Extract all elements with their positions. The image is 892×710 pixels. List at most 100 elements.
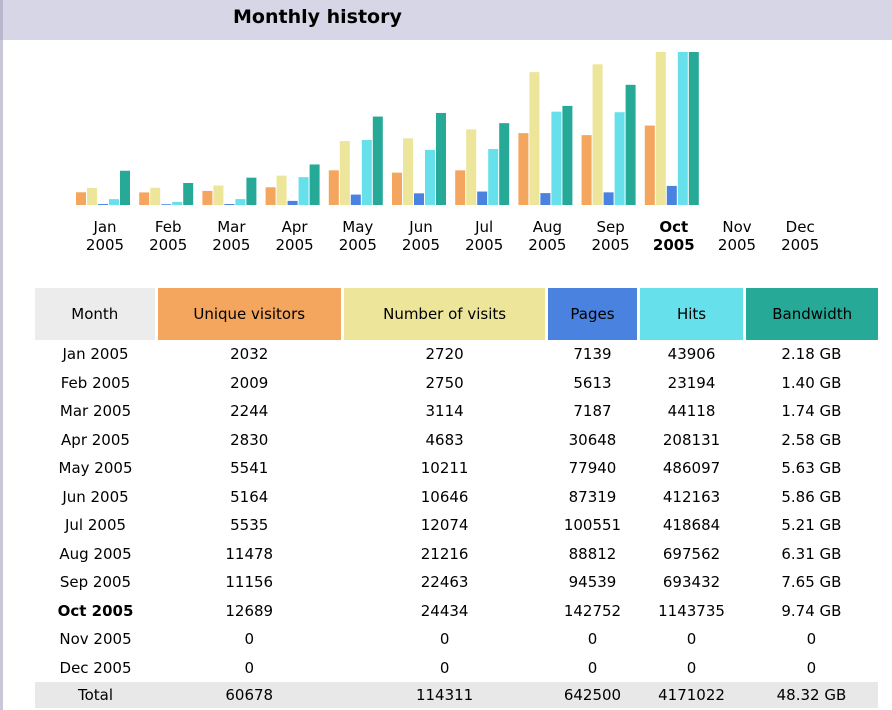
bar <box>455 170 466 205</box>
x-tick-label: Jan 2005 <box>85 218 125 254</box>
bar <box>414 193 424 205</box>
x-tick-label: Nov 2005 <box>717 218 757 254</box>
column-header: Hits <box>636 288 745 340</box>
value-cell: 1.74 GB <box>781 402 842 421</box>
month-cell: May 2005 <box>58 459 133 478</box>
value-cell: 5.21 GB <box>781 516 842 535</box>
value-cell: 0 <box>244 630 254 649</box>
bar <box>235 199 246 205</box>
bar <box>392 172 402 205</box>
value-cell: 10211 <box>420 459 469 478</box>
month-cell: Dec 2005 <box>59 658 132 677</box>
value-cell: 5.63 GB <box>781 459 842 478</box>
value-cell: 4683 <box>425 430 464 449</box>
value-cell: 44118 <box>667 402 716 421</box>
bar <box>403 138 413 205</box>
value-cell: 11478 <box>225 544 274 563</box>
bar <box>109 199 119 205</box>
bar <box>644 125 655 205</box>
value-cell: 94539 <box>568 573 617 592</box>
value-cell: 142752 <box>563 601 622 620</box>
bar <box>581 135 592 205</box>
x-tick-label: Apr 2005 <box>275 218 314 254</box>
value-cell: 0 <box>587 630 598 649</box>
x-tick-label: Mar 2005 <box>212 218 251 254</box>
bar <box>98 204 108 205</box>
value-cell: 0 <box>439 630 450 649</box>
month-cell: Aug 2005 <box>59 544 132 563</box>
value-cell: 3114 <box>425 402 464 421</box>
value-cell: 24434 <box>420 601 469 620</box>
month-cell: Jul 2005 <box>64 516 127 535</box>
value-cell: 0 <box>806 630 817 649</box>
month-cell: Mar 2005 <box>59 402 132 421</box>
bar <box>592 64 603 205</box>
bar <box>614 112 625 205</box>
month-cell: Oct 2005 <box>57 601 134 620</box>
bar <box>466 129 477 205</box>
total-cell: 642500 <box>546 682 639 708</box>
value-cell: 6.31 GB <box>781 544 842 563</box>
bar <box>666 185 677 205</box>
value-cell: 11156 <box>225 573 274 592</box>
value-cell: 7139 <box>573 345 612 364</box>
value-cell: 7.65 GB <box>781 573 842 592</box>
value-cell: 43906 <box>667 345 716 364</box>
bar <box>339 141 350 205</box>
border <box>0 40 3 710</box>
bar <box>213 185 224 205</box>
bar <box>265 187 276 205</box>
bar <box>603 192 614 205</box>
value-cell: 100551 <box>563 516 622 535</box>
bar <box>298 177 309 205</box>
value-cell: 0 <box>686 630 697 649</box>
column-header: Unique visitors <box>154 288 343 340</box>
value-cell: 5541 <box>230 459 269 478</box>
total-label: Total <box>35 682 157 708</box>
row: Apr 2005 2830 4683 30648 208131 2.58 GB <box>35 426 878 455</box>
column-header: Number of visits <box>340 288 547 340</box>
bar <box>309 164 320 205</box>
bar <box>161 204 172 205</box>
value-cell: 5535 <box>230 516 269 535</box>
value-cell: 88812 <box>568 544 617 563</box>
total-cell: 4171022 <box>638 682 745 708</box>
row: May 2005 5541 10211 77940 486097 5.63 GB <box>35 454 878 483</box>
column-header: Bandwidth <box>743 288 878 340</box>
x-tick-label: Jun 2005 <box>401 218 441 254</box>
x-tick-label: Aug 2005 <box>528 218 567 254</box>
row: Sep 2005 11156 22463 94539 693432 7.65 GB <box>35 568 878 597</box>
value-cell: 2720 <box>425 345 464 364</box>
value-cell: 1.40 GB <box>781 373 842 392</box>
column-header: Month <box>35 288 157 340</box>
bar <box>120 170 130 205</box>
bar <box>172 201 183 205</box>
bar <box>76 192 86 205</box>
x-tick-label: May 2005 <box>338 218 377 254</box>
value-cell: 2032 <box>230 345 269 364</box>
month-cell: Nov 2005 <box>59 630 132 649</box>
bar <box>202 190 213 205</box>
row: Oct 2005 12689 24434 142752 1143735 9.74 GB <box>35 597 878 626</box>
month-cell: Feb 2005 <box>60 373 131 392</box>
value-cell: 0 <box>587 658 598 677</box>
bar <box>425 149 435 205</box>
bar <box>518 133 529 205</box>
value-cell: 5164 <box>230 487 269 506</box>
row: Mar 2005 2244 3114 7187 44118 1.74 GB <box>35 397 878 426</box>
x-tick-label: Oct 2005 <box>652 218 695 254</box>
bar <box>677 52 688 205</box>
bar <box>372 116 383 205</box>
title-bar: Monthly history <box>0 0 892 40</box>
value-cell: 30648 <box>568 430 617 449</box>
value-cell: 12074 <box>420 516 469 535</box>
month-cell: Sep 2005 <box>59 573 132 592</box>
bar <box>688 52 699 205</box>
value-cell: 486097 <box>662 459 721 478</box>
bar <box>287 200 298 205</box>
bar <box>551 111 562 205</box>
bar <box>246 177 257 205</box>
value-cell: 2750 <box>425 373 464 392</box>
bar <box>150 187 161 205</box>
column-header: Pages <box>545 288 639 340</box>
